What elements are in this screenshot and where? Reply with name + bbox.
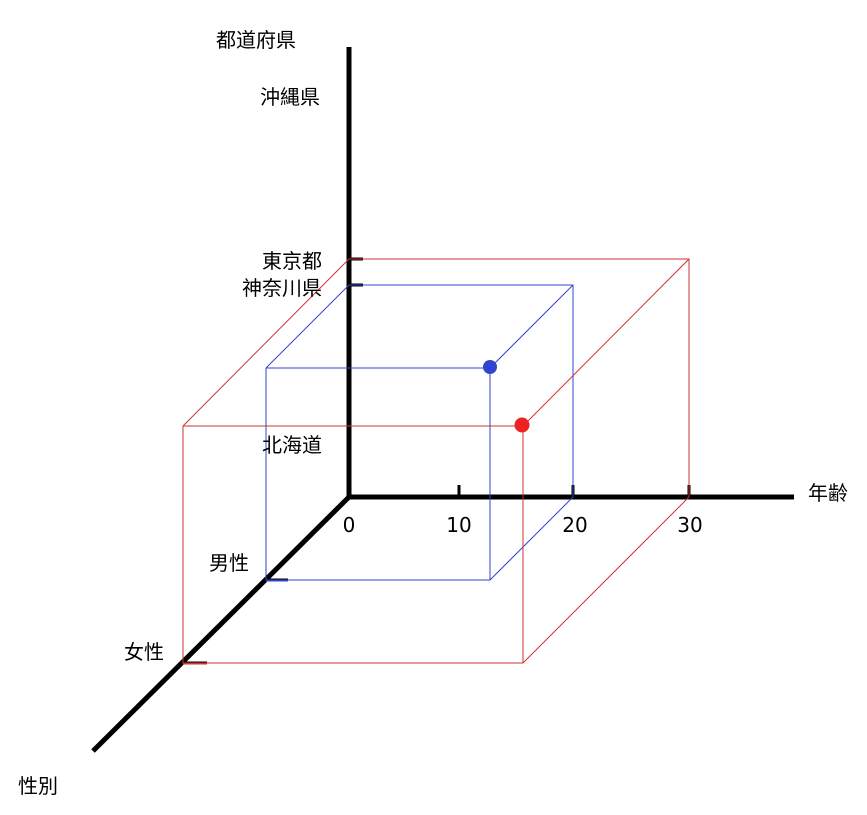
sex-axis bbox=[91, 495, 351, 753]
prefecture-tick-label: 東京都 bbox=[262, 249, 322, 273]
age-tick-label: 0 bbox=[343, 513, 356, 537]
sex-tick-label: 女性 bbox=[124, 640, 164, 664]
age-tick-label: 20 bbox=[562, 513, 587, 537]
prefecture-tick-label: 神奈川県 bbox=[242, 276, 322, 300]
sex-tick-label: 男性 bbox=[209, 551, 249, 575]
prefecture-axis-title: 都道府県 bbox=[216, 28, 296, 52]
red-data-point bbox=[514, 417, 530, 433]
age-tick-label: 10 bbox=[446, 513, 471, 537]
blue-data-point bbox=[483, 360, 497, 374]
prefecture-tick-label: 沖縄県 bbox=[260, 85, 320, 109]
age-axis-title: 年齢 bbox=[808, 481, 848, 505]
red-projection-box bbox=[182, 258, 690, 664]
age-tick-label: 30 bbox=[677, 513, 702, 537]
blue-projection-box bbox=[265, 284, 574, 581]
sex-axis-title: 性別 bbox=[18, 774, 58, 798]
prefecture-tick-label: 北海道 bbox=[262, 433, 322, 457]
